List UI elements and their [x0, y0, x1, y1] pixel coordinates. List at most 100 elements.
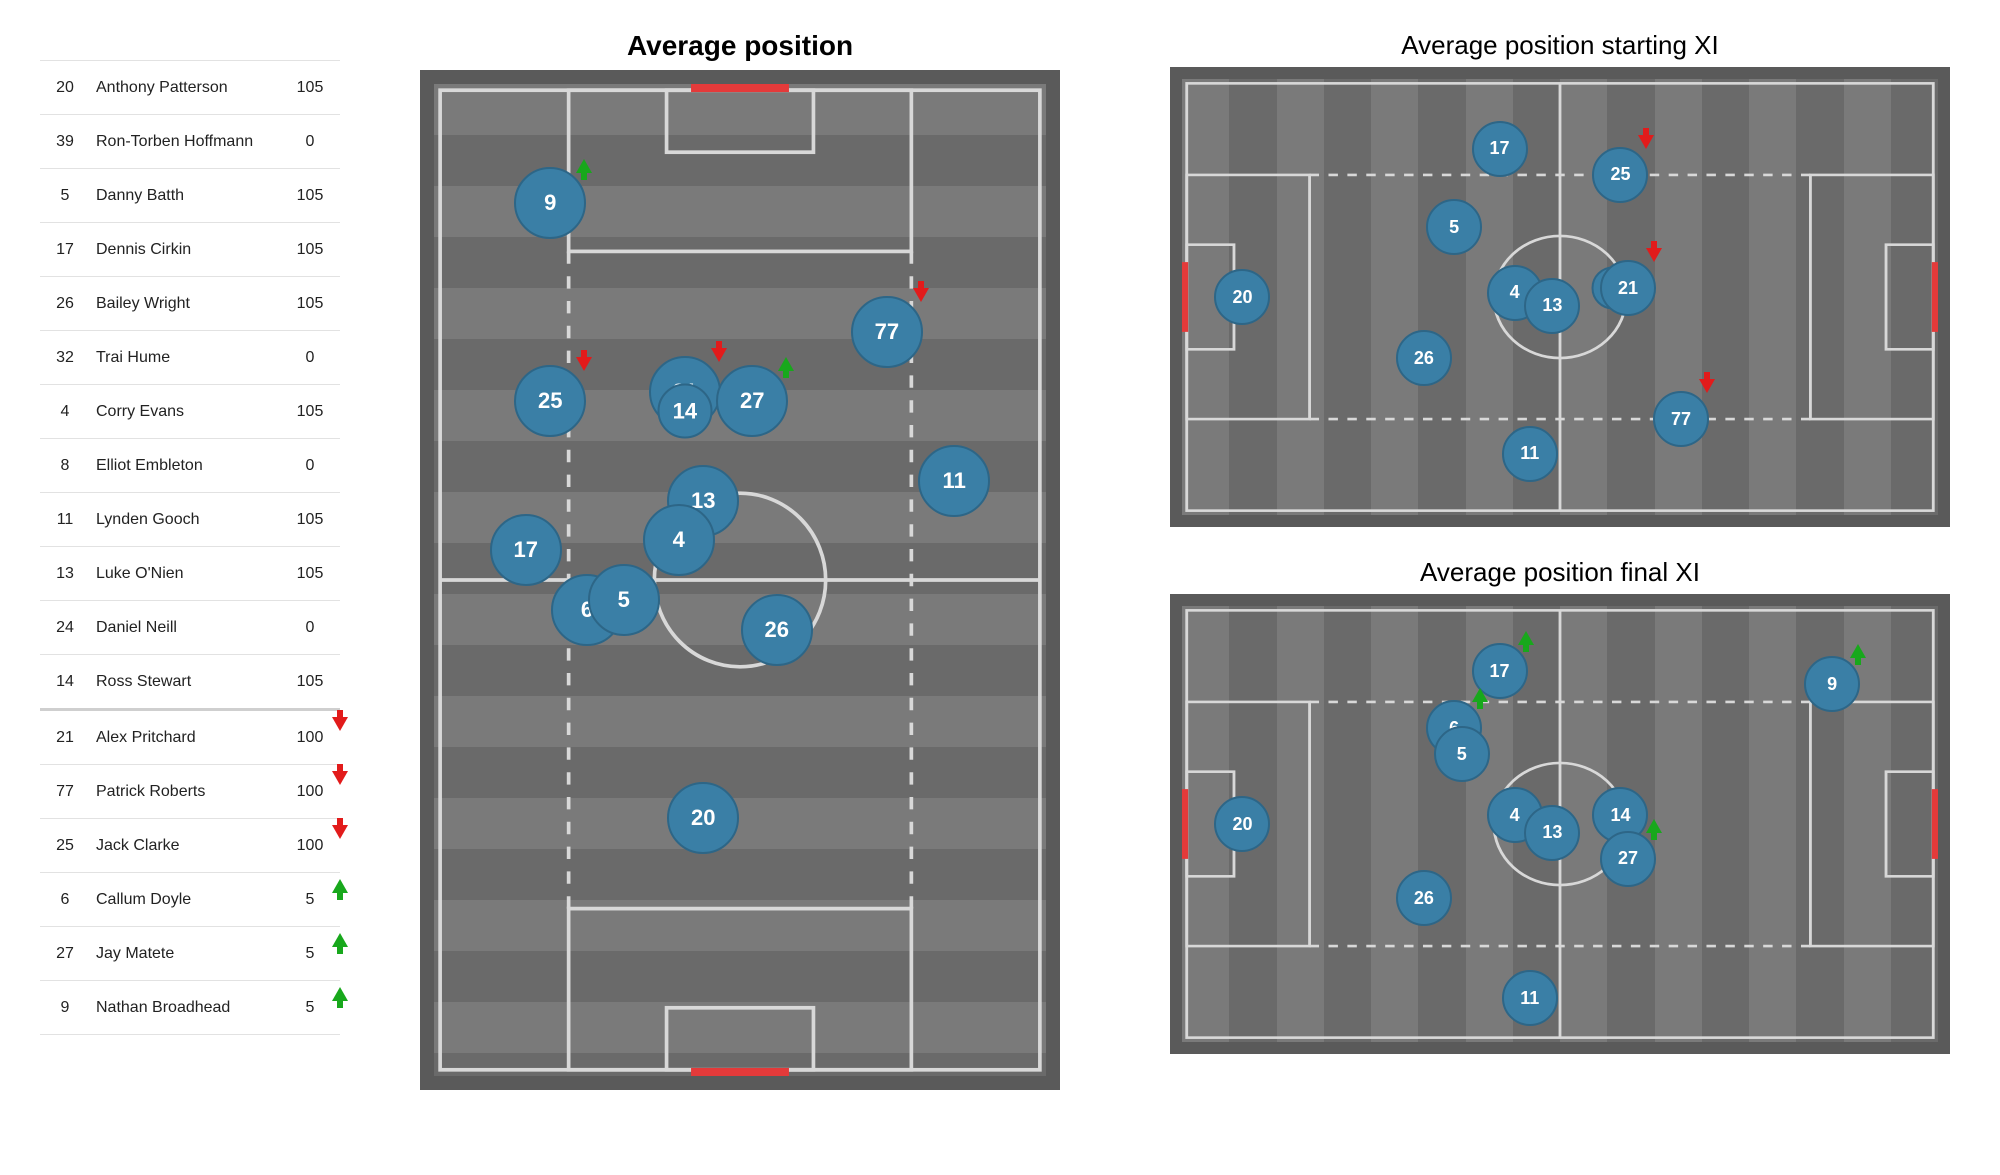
roster-num: 6: [40, 891, 90, 909]
roster-row: 39Ron-Torben Hoffmann0: [40, 114, 340, 168]
roster-name: Jack Clarke: [90, 837, 280, 855]
roster-row: 4Corry Evans105: [40, 384, 340, 438]
roster-mins: 0: [280, 133, 340, 151]
roster-name: Callum Doyle: [90, 891, 280, 909]
roster-name: Trai Hume: [90, 349, 280, 367]
roster-row: 21Alex Pritchard100: [40, 708, 340, 764]
roster-mins: 105: [280, 79, 340, 97]
player-node: 26: [741, 594, 813, 666]
roster-num: 27: [40, 945, 90, 963]
player-node: 25: [1592, 147, 1648, 203]
player-node: 27: [1600, 831, 1656, 887]
roster-row: 27Jay Matete5: [40, 926, 340, 980]
roster-mins: 105: [280, 673, 340, 691]
roster-name: Elliot Embleton: [90, 457, 280, 475]
roster-row: 6Callum Doyle5: [40, 872, 340, 926]
roster-num: 26: [40, 295, 90, 313]
player-node: 26: [1396, 330, 1452, 386]
arrow-up-icon: [1850, 642, 1866, 663]
player-node: 5: [1434, 726, 1490, 782]
arrow-up-icon: [1646, 817, 1662, 838]
roster-name: Corry Evans: [90, 403, 280, 421]
roster-name: Bailey Wright: [90, 295, 280, 313]
roster-row: 20Anthony Patterson105: [40, 60, 340, 114]
roster-row: 24Daniel Neill0: [40, 600, 340, 654]
roster-num: 9: [40, 999, 90, 1017]
roster-mins: 105: [280, 565, 340, 583]
figure-root: 20Anthony Patterson10539Ron-Torben Hoffm…: [0, 0, 2000, 1175]
roster-num: 39: [40, 133, 90, 151]
roster-name: Anthony Patterson: [90, 79, 280, 97]
player-node: 9: [1804, 656, 1860, 712]
roster-row: 9Nathan Broadhead5: [40, 980, 340, 1035]
roster-num: 17: [40, 241, 90, 259]
roster-row: 77Patrick Roberts100: [40, 764, 340, 818]
roster-mins: 105: [280, 295, 340, 313]
player-node: 9: [514, 167, 586, 239]
arrow-up-icon: [332, 987, 348, 1006]
player-node: 20: [1214, 796, 1270, 852]
player-node: 13: [1524, 805, 1580, 861]
roster-row: 32Trai Hume0: [40, 330, 340, 384]
player-node: 20: [667, 782, 739, 854]
roster-num: 25: [40, 837, 90, 855]
player-node: 20: [1214, 269, 1270, 325]
roster-name: Patrick Roberts: [90, 783, 280, 801]
roster-name: Nathan Broadhead: [90, 999, 280, 1017]
roster-name: Luke O'Nien: [90, 565, 280, 583]
roster-num: 77: [40, 783, 90, 801]
roster-name: Dennis Cirkin: [90, 241, 280, 259]
roster-row: 17Dennis Cirkin105: [40, 222, 340, 276]
player-node: 26: [1396, 870, 1452, 926]
roster-name: Daniel Neill: [90, 619, 280, 637]
player-node: 5: [588, 564, 660, 636]
roster-num: 5: [40, 187, 90, 205]
roster-mins: 105: [280, 187, 340, 205]
player-node: 17: [1472, 121, 1528, 177]
arrow-down-icon: [1638, 133, 1654, 154]
roster-name: Ross Stewart: [90, 673, 280, 691]
player-node: 21: [1600, 260, 1656, 316]
roster-row: 26Bailey Wright105: [40, 276, 340, 330]
roster-mins: 0: [280, 619, 340, 637]
roster-row: 25Jack Clarke100: [40, 818, 340, 872]
roster-name: Lynden Gooch: [90, 511, 280, 529]
roster-num: 4: [40, 403, 90, 421]
roster-mins: 5: [280, 891, 340, 909]
big-pitch-column: Average position 977252114: [380, 30, 1100, 1145]
roster-num: 24: [40, 619, 90, 637]
arrow-up-icon: [332, 879, 348, 898]
roster-num: 14: [40, 673, 90, 691]
roster-num: 20: [40, 79, 90, 97]
player-node: 17: [490, 514, 562, 586]
roster-num: 8: [40, 457, 90, 475]
roster-name: Ron-Torben Hoffmann: [90, 133, 280, 151]
big-pitch: 977252114271113417652620: [420, 70, 1060, 1090]
roster-mins: 105: [280, 241, 340, 259]
arrow-down-icon: [913, 282, 929, 308]
arrow-down-icon: [1646, 246, 1662, 267]
player-node: 11: [1502, 970, 1558, 1026]
roster-mins: 100: [280, 729, 340, 747]
roster-num: 13: [40, 565, 90, 583]
arrow-down-icon: [332, 771, 348, 790]
roster-mins: 5: [280, 999, 340, 1017]
roster-mins: 0: [280, 457, 340, 475]
roster-row: 13Luke O'Nien105: [40, 546, 340, 600]
player-node: 77: [851, 296, 923, 368]
arrow-down-icon: [711, 342, 727, 368]
arrow-up-icon: [1518, 629, 1534, 650]
roster-name: Danny Batth: [90, 187, 280, 205]
player-node: 77: [1653, 391, 1709, 447]
small-pitch-column: Average position starting XI 20172554131…: [1160, 30, 1960, 1145]
arrow-up-icon: [332, 933, 348, 952]
arrow-up-icon: [778, 351, 794, 377]
roster-mins: 100: [280, 837, 340, 855]
arrow-down-icon: [1699, 377, 1715, 398]
roster-row: 11Lynden Gooch105: [40, 492, 340, 546]
arrow-up-icon: [576, 153, 592, 179]
arrow-up-icon: [1472, 686, 1488, 707]
arrow-down-icon: [576, 351, 592, 377]
roster-table: 20Anthony Patterson10539Ron-Torben Hoffm…: [40, 60, 340, 1145]
roster-name: Jay Matete: [90, 945, 280, 963]
